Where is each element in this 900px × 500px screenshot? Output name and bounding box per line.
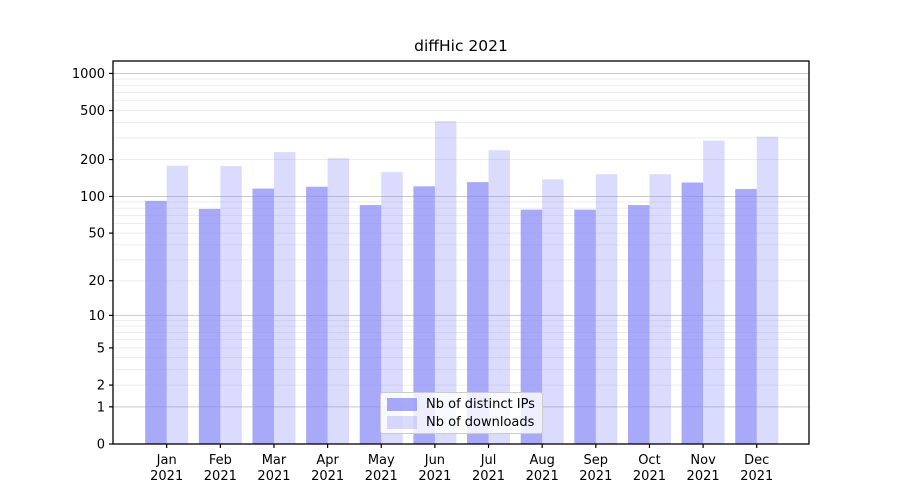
x-tick-label-month: Feb — [209, 453, 232, 468]
bar-downloads-may — [381, 172, 403, 445]
legend-item-downloads: Nb of downloads — [387, 415, 542, 430]
legend: Nb of distinct IPs Nb of downloads — [380, 392, 543, 434]
bar-downloads-mar — [273, 152, 296, 444]
x-tick-label-year: 2021 — [365, 469, 398, 484]
bar-downloads-nov — [703, 140, 725, 444]
bar-distinct-ips-sep — [574, 209, 596, 444]
y-tick-label: 100 — [80, 190, 105, 205]
y-tick-label: 10 — [88, 309, 105, 324]
y-tick-label: 50 — [88, 227, 105, 242]
legend-label-downloads: Nb of downloads — [426, 414, 535, 430]
plot-border — [112, 60, 810, 445]
bar-distinct-ips-oct — [627, 205, 650, 444]
bar-distinct-ips-jul — [467, 182, 489, 444]
x-tick-label-month: Jun — [424, 453, 445, 468]
bar-distinct-ips-dec — [735, 189, 757, 444]
bar-distinct-ips-mar — [252, 188, 274, 444]
bar-downloads-feb — [220, 166, 242, 445]
x-tick-label-year: 2021 — [526, 469, 559, 484]
x-tick-label-month: Dec — [744, 453, 769, 468]
x-tick-label-year: 2021 — [579, 469, 612, 484]
bar-downloads-sep — [595, 174, 618, 444]
legend-swatch-downloads-icon — [387, 415, 417, 429]
x-tick-label-month: Jul — [480, 453, 497, 468]
x-tick-label-month: Mar — [262, 453, 287, 468]
bar-distinct-ips-feb — [198, 208, 221, 444]
x-tick-label-month: Nov — [690, 453, 716, 468]
y-tick-label: 500 — [80, 104, 105, 119]
y-tick-label: 5 — [97, 341, 105, 356]
x-tick-label-year: 2021 — [740, 469, 773, 484]
bar-distinct-ips-may — [359, 205, 382, 444]
y-tick-label: 2 — [97, 379, 105, 394]
chart-title: diffHic 2021 — [414, 37, 508, 55]
x-tick-label-month: Sep — [584, 453, 609, 468]
bar-downloads-dec — [756, 136, 779, 444]
y-tick-label: 200 — [80, 153, 105, 168]
bar-distinct-ips-aug — [520, 209, 543, 444]
x-tick-label-month: May — [368, 453, 395, 468]
bar-downloads-jan — [166, 165, 189, 444]
x-tick-label-year: 2021 — [633, 469, 666, 484]
x-tick-label-month: Aug — [529, 453, 554, 468]
y-tick-label: 20 — [88, 274, 105, 289]
bar-downloads-oct — [649, 174, 671, 444]
bar-distinct-ips-jun — [413, 186, 435, 444]
x-tick-label-year: 2021 — [204, 469, 237, 484]
legend-swatch-distinct-ips-icon — [387, 397, 417, 411]
x-tick-label-year: 2021 — [150, 469, 183, 484]
legend-label-distinct-ips: Nb of distinct IPs — [426, 396, 535, 412]
bar-distinct-ips-apr — [306, 186, 328, 444]
bar-downloads-aug — [542, 179, 564, 444]
x-tick-label-month: Apr — [316, 453, 339, 468]
x-tick-label-year: 2021 — [687, 469, 720, 484]
x-tick-label-year: 2021 — [418, 469, 451, 484]
y-tick-label: 1 — [97, 400, 105, 415]
legend-item-distinct-ips: Nb of distinct IPs — [387, 397, 542, 412]
bar-distinct-ips-nov — [681, 182, 704, 444]
bar-distinct-ips-jan — [145, 200, 167, 444]
x-tick-label-year: 2021 — [257, 469, 290, 484]
bar-downloads-jun — [434, 121, 457, 444]
y-tick-label: 1000 — [72, 67, 105, 82]
bar-downloads-jul — [488, 150, 511, 444]
x-tick-label-month: Jan — [156, 453, 177, 468]
x-tick-label-year: 2021 — [311, 469, 344, 484]
y-tick-label: 0 — [97, 438, 105, 453]
x-tick-label-month: Oct — [638, 453, 660, 468]
x-tick-label-year: 2021 — [472, 469, 505, 484]
bar-downloads-apr — [327, 158, 350, 444]
